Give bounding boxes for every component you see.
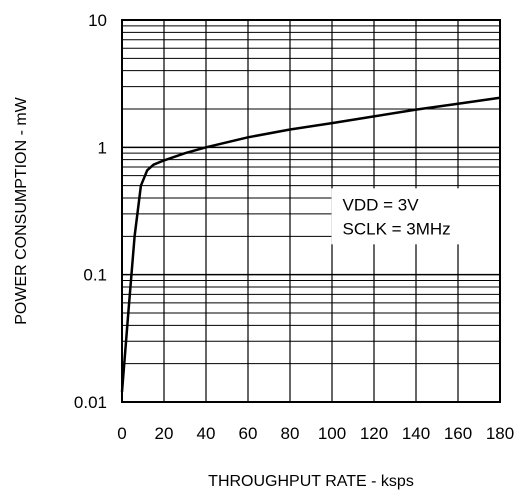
y-tick-label: 0.01 <box>74 393 107 412</box>
y-tick-label: 0.1 <box>83 266 107 285</box>
x-tick-label: 80 <box>281 424 300 443</box>
annotation-vdd: VDD = 3V <box>343 195 420 214</box>
x-tick-label: 100 <box>318 424 346 443</box>
series-line <box>120 96 501 392</box>
x-tick-label: 0 <box>117 424 126 443</box>
annotation-sclk: SCLK = 3MHz <box>343 219 451 238</box>
y-tick-label: 1 <box>98 138 107 157</box>
x-tick-label: 40 <box>197 424 216 443</box>
x-tick-label: 160 <box>444 424 472 443</box>
x-tick-label: 60 <box>239 424 258 443</box>
x-tick-labels: 0 20 40 60 80 100 120 140 160 180 <box>117 424 514 443</box>
plot-frame <box>121 19 501 403</box>
x-tick-label: 20 <box>155 424 174 443</box>
x-axis-title: THROUGHPUT RATE - ksps <box>208 473 414 490</box>
x-tick-label: 180 <box>486 424 514 443</box>
minor-grid <box>122 25 500 365</box>
y-axis-title: POWER CONSUMPTION - mW <box>13 96 30 324</box>
x-tick-label: 140 <box>402 424 430 443</box>
x-tick-label: 120 <box>360 424 388 443</box>
series-group <box>120 96 501 392</box>
y-tick-labels: 0.01 0.1 1 10 <box>74 11 107 412</box>
y-tick-label: 10 <box>88 11 107 30</box>
annotation-box <box>331 188 504 245</box>
